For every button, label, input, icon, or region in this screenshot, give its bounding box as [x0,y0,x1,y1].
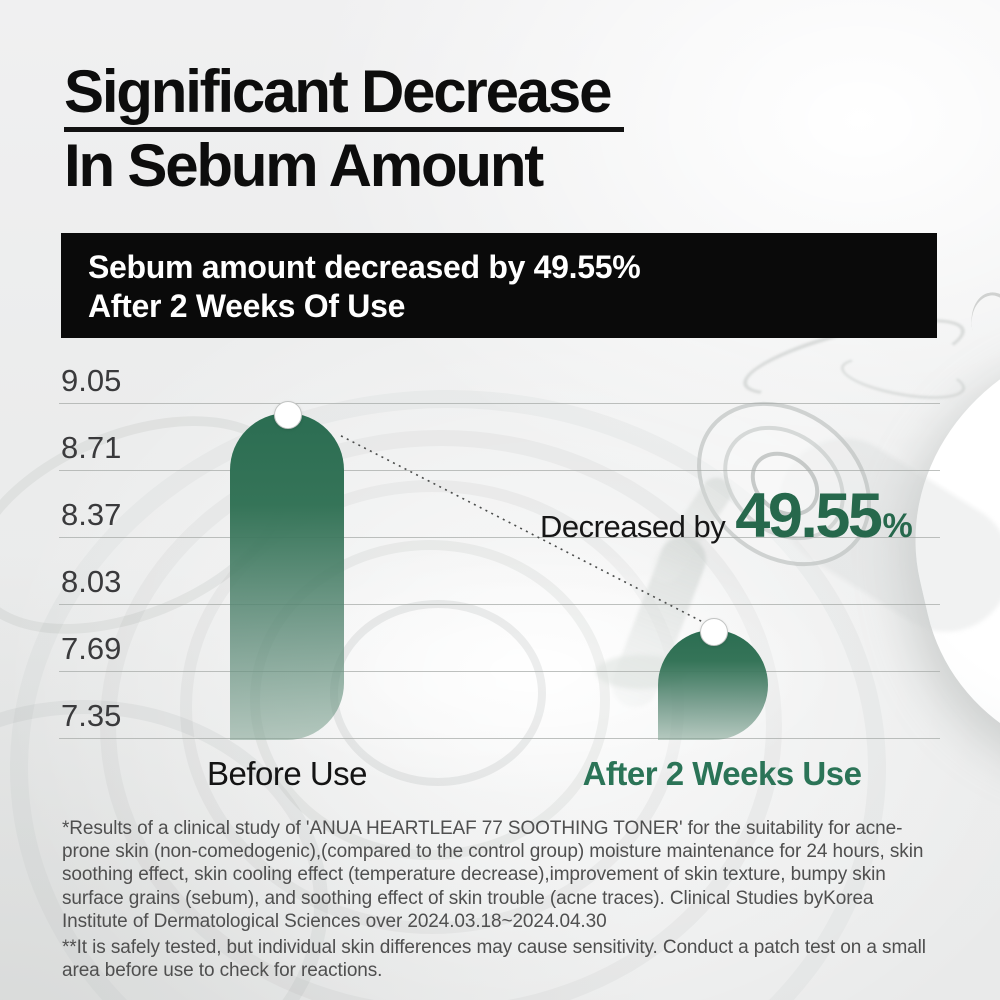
gridline-row: 8.71 [59,430,940,471]
page-title-line1: Significant Decrease [64,60,625,132]
gridline-row: 9.05 [59,363,940,404]
category-label-after-2-weeks: After 2 Weeks Use [582,755,862,792]
claim-banner-line2: After 2 Weeks Of Use [88,288,406,324]
page-title: Significant Decrease In Sebum Amount [64,60,625,199]
bar-after-2-weeks [658,629,768,740]
gridline-row: 7.35 [59,698,940,739]
y-axis-tick-label: 8.03 [61,564,122,599]
category-label-before-use: Before Use [206,755,368,792]
y-axis-tick-label: 7.69 [61,631,122,666]
gridline-row: 8.03 [59,564,940,605]
decrease-callout: Decreased by 49.55 % [540,480,913,552]
bar-before-use [230,412,344,740]
y-axis-tick-label: 8.71 [61,430,122,465]
footnote-patch-test: **It is safely tested, but individual sk… [62,937,926,982]
page-title-line2: In Sebum Amount [64,132,544,199]
y-axis-tick-label: 9.05 [61,363,122,398]
decrease-callout-unit: % [882,507,913,545]
claim-banner-line1: Sebum amount decreased by 49.55% [88,249,641,285]
decrease-callout-value: 49.55 [735,481,883,551]
decrease-callout-prefix: Decreased by [540,509,726,544]
bar-top-marker-before [274,400,302,429]
y-axis-tick-label: 7.35 [61,698,122,733]
bar-top-marker-after [700,617,728,646]
footnotes: *Results of a clinical study of 'ANUA HE… [62,817,944,982]
y-axis-tick-label: 8.37 [61,497,122,532]
gridline-row: 7.69 [59,631,940,672]
claim-banner: Sebum amount decreased by 49.55% After 2… [61,233,937,338]
footnote-clinical-study: *Results of a clinical study of 'ANUA HE… [62,818,924,932]
